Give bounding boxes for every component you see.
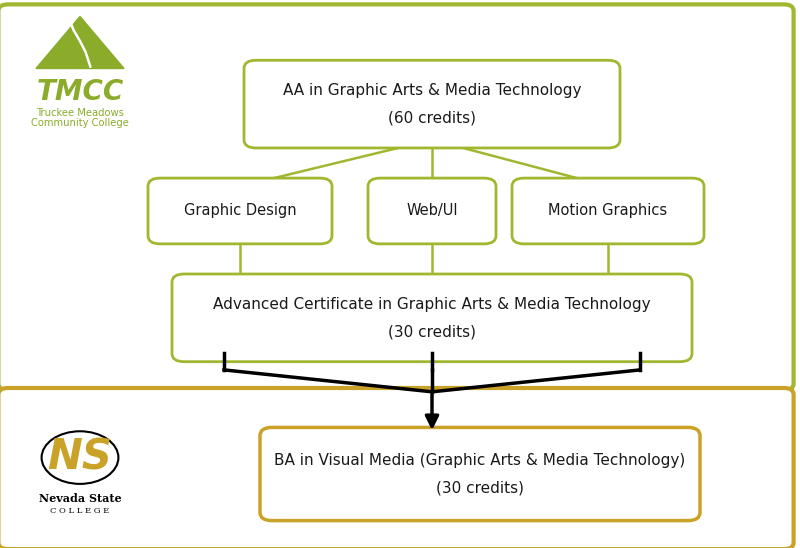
FancyBboxPatch shape (172, 274, 692, 362)
FancyBboxPatch shape (148, 178, 332, 244)
Polygon shape (36, 16, 124, 68)
FancyBboxPatch shape (368, 178, 496, 244)
FancyBboxPatch shape (0, 4, 794, 390)
FancyBboxPatch shape (0, 388, 794, 548)
Text: NS: NS (47, 437, 113, 478)
Text: BA in Visual Media (Graphic Arts & Media Technology): BA in Visual Media (Graphic Arts & Media… (274, 453, 686, 468)
Text: Graphic Design: Graphic Design (184, 203, 296, 219)
Text: Motion Graphics: Motion Graphics (549, 203, 667, 219)
Text: C O L L E G E: C O L L E G E (50, 507, 110, 515)
Text: (30 credits): (30 credits) (388, 324, 476, 339)
FancyBboxPatch shape (512, 178, 704, 244)
Text: Web/UI: Web/UI (406, 203, 458, 219)
Text: (30 credits): (30 credits) (436, 480, 524, 495)
Text: AA in Graphic Arts & Media Technology: AA in Graphic Arts & Media Technology (282, 83, 582, 98)
Text: Truckee Meadows: Truckee Meadows (36, 109, 124, 118)
Text: Nevada State: Nevada State (38, 493, 122, 504)
Text: Advanced Certificate in Graphic Arts & Media Technology: Advanced Certificate in Graphic Arts & M… (213, 296, 651, 312)
FancyBboxPatch shape (244, 60, 620, 148)
Text: Community College: Community College (31, 118, 129, 128)
Text: (60 credits): (60 credits) (388, 110, 476, 125)
Text: TMCC: TMCC (36, 78, 124, 106)
FancyBboxPatch shape (260, 427, 700, 521)
